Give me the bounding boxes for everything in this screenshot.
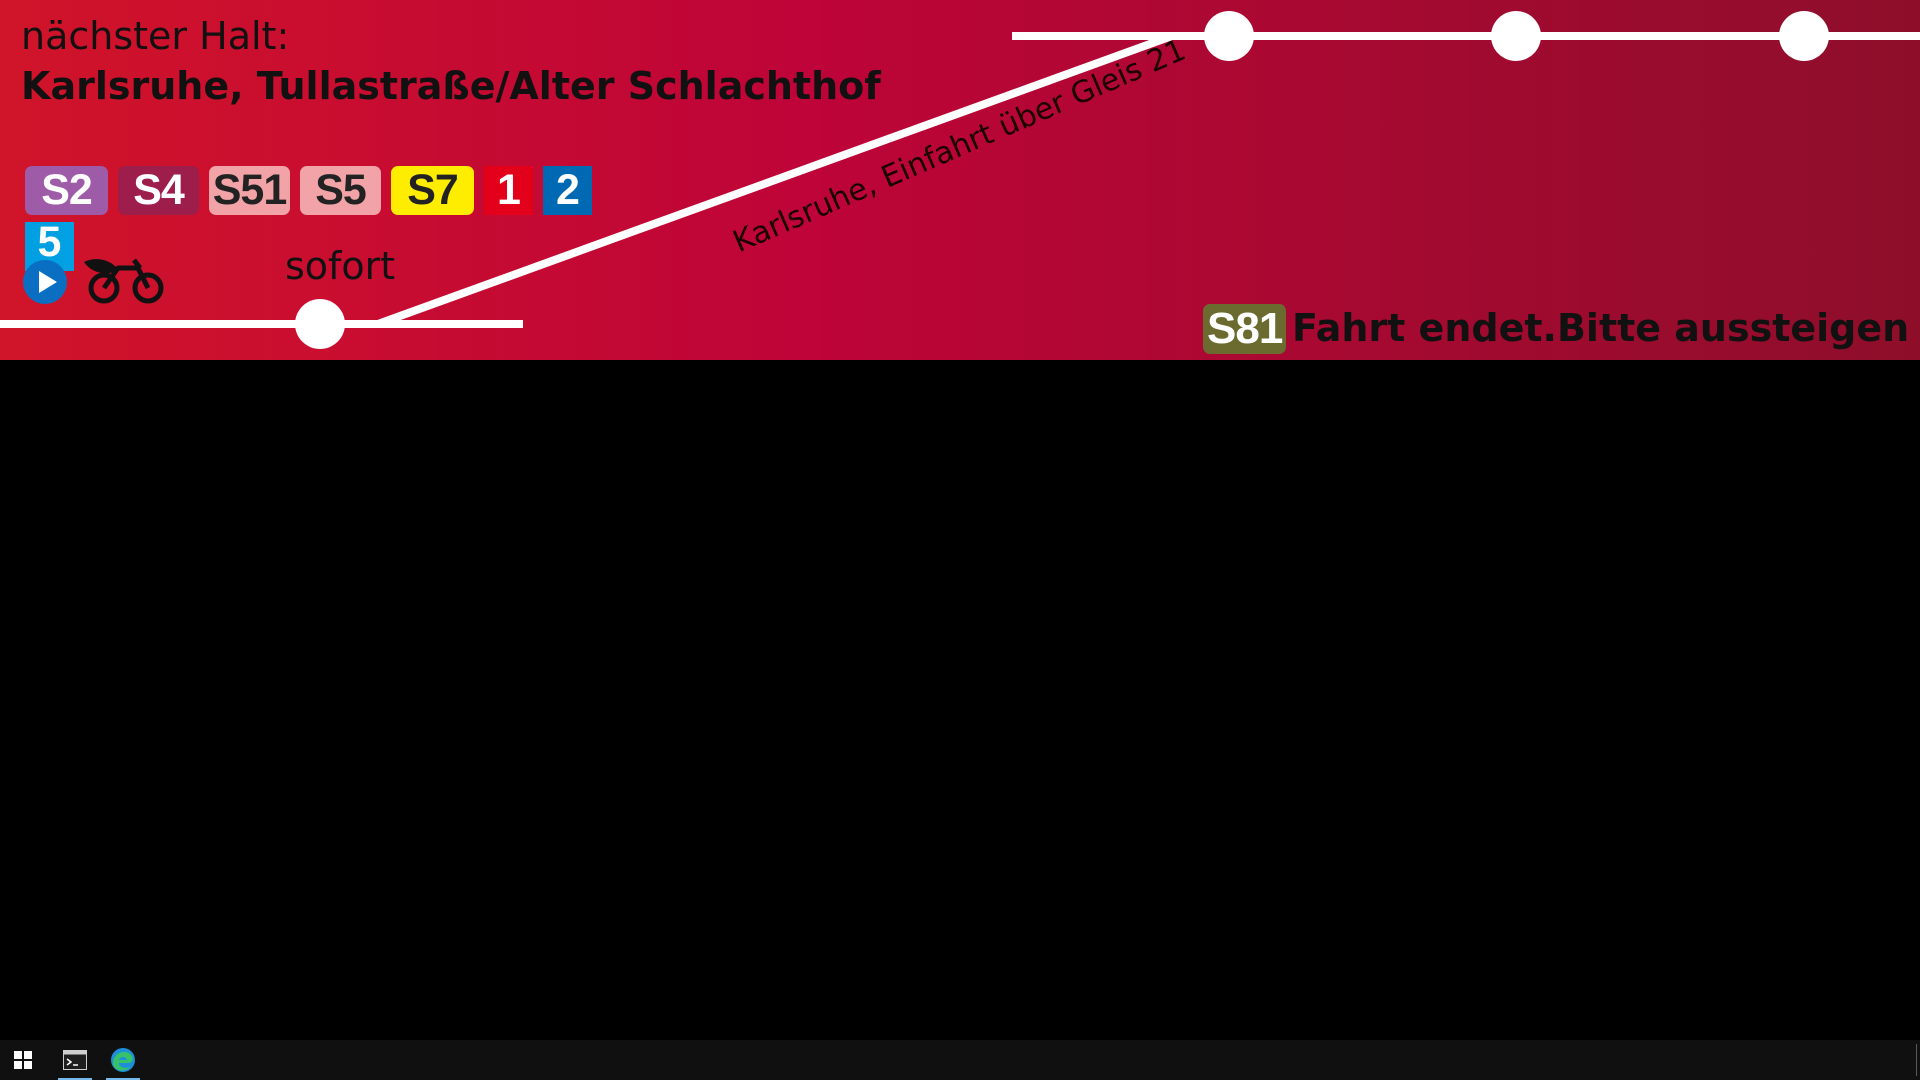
line-badge-s7: S7 xyxy=(391,166,474,215)
arrival-time-label: sofort xyxy=(285,244,396,288)
terminal-taskbar-button[interactable] xyxy=(52,1040,98,1080)
line-badge-s5: S5 xyxy=(300,166,381,215)
edge-taskbar-button[interactable] xyxy=(100,1040,146,1080)
line-badge-2: 2 xyxy=(543,166,592,215)
stop-dot-current xyxy=(295,299,345,349)
bicycle-icon xyxy=(84,258,164,304)
next-stop-name: Karlsruhe, Tullastraße/Alter Schlachthof xyxy=(21,64,881,108)
start-button[interactable] xyxy=(0,1040,46,1080)
play-circle-icon xyxy=(23,260,67,304)
line-badge-1: 1 xyxy=(484,166,533,215)
line-badge-s4: S4 xyxy=(118,166,199,215)
taskbar xyxy=(0,1040,1920,1080)
line-badge-s2: S2 xyxy=(25,166,108,215)
stop-dot-upcoming-2 xyxy=(1491,11,1541,61)
current-line-badge: S81 xyxy=(1203,304,1287,354)
show-desktop-divider[interactable] xyxy=(1916,1044,1917,1076)
stop-dot-upcoming-1 xyxy=(1204,11,1254,61)
windows-start-icon xyxy=(14,1051,32,1069)
next-stop-label: nächster Halt: xyxy=(21,14,290,58)
connecting-lines: S2 S4 S51 S5 S7 1 2 xyxy=(25,166,592,215)
trip-end-message: Fahrt endet.Bitte aussteigen xyxy=(1292,306,1910,350)
passenger-info-banner: nächster Halt: Karlsruhe, Tullastraße/Al… xyxy=(0,0,1920,360)
line-badge-s51: S51 xyxy=(209,166,290,215)
route-line-diagonal xyxy=(376,32,1174,328)
edge-browser-icon xyxy=(111,1048,135,1072)
terminal-icon xyxy=(63,1050,87,1070)
stop-dot-upcoming-3 xyxy=(1779,11,1829,61)
